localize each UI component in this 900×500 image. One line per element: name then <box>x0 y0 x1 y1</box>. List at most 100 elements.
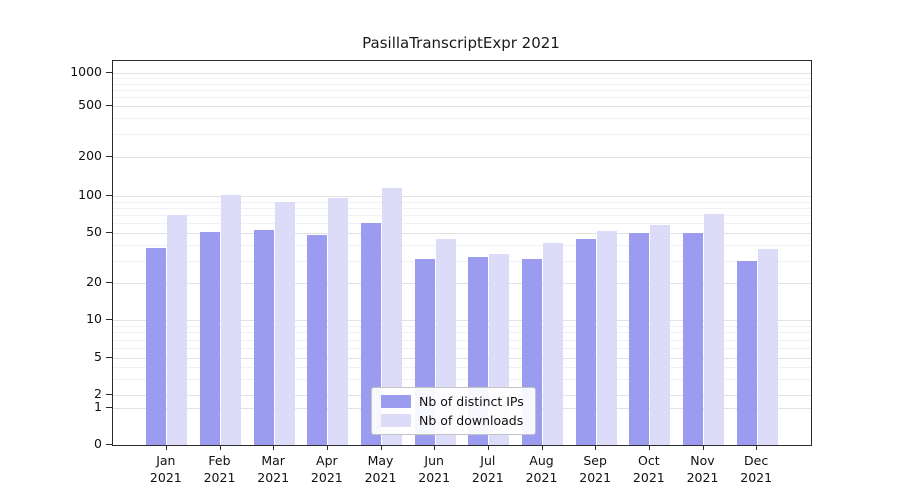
legend-item-downloads: Nb of downloads <box>381 413 524 428</box>
x-tick-year: 2021 <box>203 470 236 486</box>
x-tick-month: May <box>367 453 394 468</box>
bar-downloads <box>543 242 563 445</box>
x-tick-year: 2021 <box>257 470 290 486</box>
minor-gridline <box>113 332 811 334</box>
y-tick-label: 1 <box>94 399 102 414</box>
x-tick-year: 2021 <box>310 470 343 486</box>
minor-gridline <box>113 215 811 217</box>
legend: Nb of distinct IPs Nb of downloads <box>371 387 536 435</box>
minor-gridline <box>113 378 811 380</box>
minor-gridline <box>113 97 811 99</box>
y-axis-tick <box>106 407 112 408</box>
x-tick-month: Dec <box>744 453 769 468</box>
bar-distinct-ips <box>575 238 596 445</box>
x-axis-tick <box>595 445 597 450</box>
x-tick-month: Mar <box>261 453 285 468</box>
major-gridline <box>113 196 811 197</box>
bar-distinct-ips <box>253 229 274 445</box>
bar-distinct-ips <box>629 233 650 445</box>
x-tick-year: 2021 <box>364 470 397 486</box>
bar-distinct-ips <box>200 231 220 445</box>
x-tick-label: Feb 2021 <box>188 452 252 487</box>
minor-gridline <box>113 223 811 225</box>
minor-gridline <box>113 89 811 91</box>
y-axis-tick <box>106 357 112 358</box>
y-tick-label: 0 <box>94 436 102 451</box>
y-axis-tick <box>106 105 112 106</box>
x-tick-year: 2021 <box>525 470 558 486</box>
bar-distinct-ips <box>736 260 757 445</box>
y-tick-label: 5 <box>94 349 102 364</box>
minor-gridline <box>113 339 811 341</box>
minor-gridline <box>113 245 811 247</box>
x-tick-label: Jun 2021 <box>402 452 466 487</box>
minor-gridline <box>113 118 811 120</box>
x-tick-label: Jul 2021 <box>456 452 520 487</box>
x-tick-year: 2021 <box>740 470 773 486</box>
x-axis-tick <box>434 445 436 450</box>
x-axis-tick <box>273 445 275 450</box>
chart-title: PasillaTranscriptExpr 2021 <box>362 34 560 52</box>
x-tick-year: 2021 <box>149 470 182 486</box>
x-axis-tick <box>165 445 167 450</box>
x-axis-tick <box>756 445 758 450</box>
minor-gridline <box>113 207 811 209</box>
x-axis-tick <box>541 445 543 450</box>
y-tick-label: 10 <box>86 311 102 326</box>
minor-gridline <box>113 348 811 349</box>
legend-label-distinct-ips: Nb of distinct IPs <box>419 394 524 409</box>
x-tick-year: 2021 <box>686 470 719 486</box>
major-gridline <box>113 283 811 284</box>
bar-distinct-ips <box>307 235 328 445</box>
minor-gridline <box>113 367 811 368</box>
x-tick-year: 2021 <box>579 470 612 486</box>
y-tick-label: 2 <box>94 386 102 401</box>
major-gridline <box>113 320 811 321</box>
bar-downloads <box>596 230 617 445</box>
y-axis-tick <box>106 232 112 233</box>
x-tick-label: Oct 2021 <box>617 452 681 487</box>
bar-distinct-ips <box>146 247 167 445</box>
bar-downloads <box>167 215 188 445</box>
bar-downloads <box>274 201 295 445</box>
x-tick-label: Apr 2021 <box>295 452 359 487</box>
y-axis-tick <box>106 156 112 157</box>
major-gridline <box>113 233 811 234</box>
x-tick-label: Aug 2021 <box>510 452 574 487</box>
y-tick-label: 20 <box>86 274 102 289</box>
x-axis-tick <box>326 445 328 450</box>
x-tick-year: 2021 <box>632 470 665 486</box>
y-axis-tick <box>106 444 112 445</box>
major-gridline <box>113 358 811 359</box>
x-tick-label: Sep 2021 <box>563 452 627 487</box>
legend-swatch-distinct-ips <box>381 395 411 408</box>
major-gridline <box>113 157 811 158</box>
minor-gridline <box>113 201 811 203</box>
x-tick-year: 2021 <box>471 470 504 486</box>
bar-downloads <box>757 249 778 445</box>
bar-downloads <box>650 225 671 445</box>
x-tick-label: Dec 2021 <box>724 452 788 487</box>
minor-gridline <box>113 260 811 262</box>
minor-gridline <box>113 134 811 136</box>
legend-swatch-downloads <box>381 414 411 427</box>
x-tick-year: 2021 <box>418 470 451 486</box>
x-tick-month: Apr <box>316 453 338 468</box>
x-tick-month: Jun <box>424 453 444 468</box>
major-gridline <box>113 106 811 107</box>
bar-downloads <box>221 194 241 445</box>
x-tick-month: Nov <box>690 453 715 468</box>
y-tick-label: 100 <box>78 187 102 202</box>
x-tick-label: Jan 2021 <box>134 452 198 487</box>
y-tick-label: 200 <box>78 148 102 163</box>
x-tick-month: Aug <box>529 453 554 468</box>
bar-distinct-ips <box>683 233 703 445</box>
x-axis-tick <box>380 445 382 450</box>
bar-downloads <box>382 188 402 445</box>
x-tick-month: Jul <box>480 453 496 468</box>
x-tick-month: Sep <box>583 453 607 468</box>
y-axis-tick <box>106 394 112 395</box>
y-axis-tick <box>106 282 112 283</box>
bar-downloads <box>328 197 349 445</box>
